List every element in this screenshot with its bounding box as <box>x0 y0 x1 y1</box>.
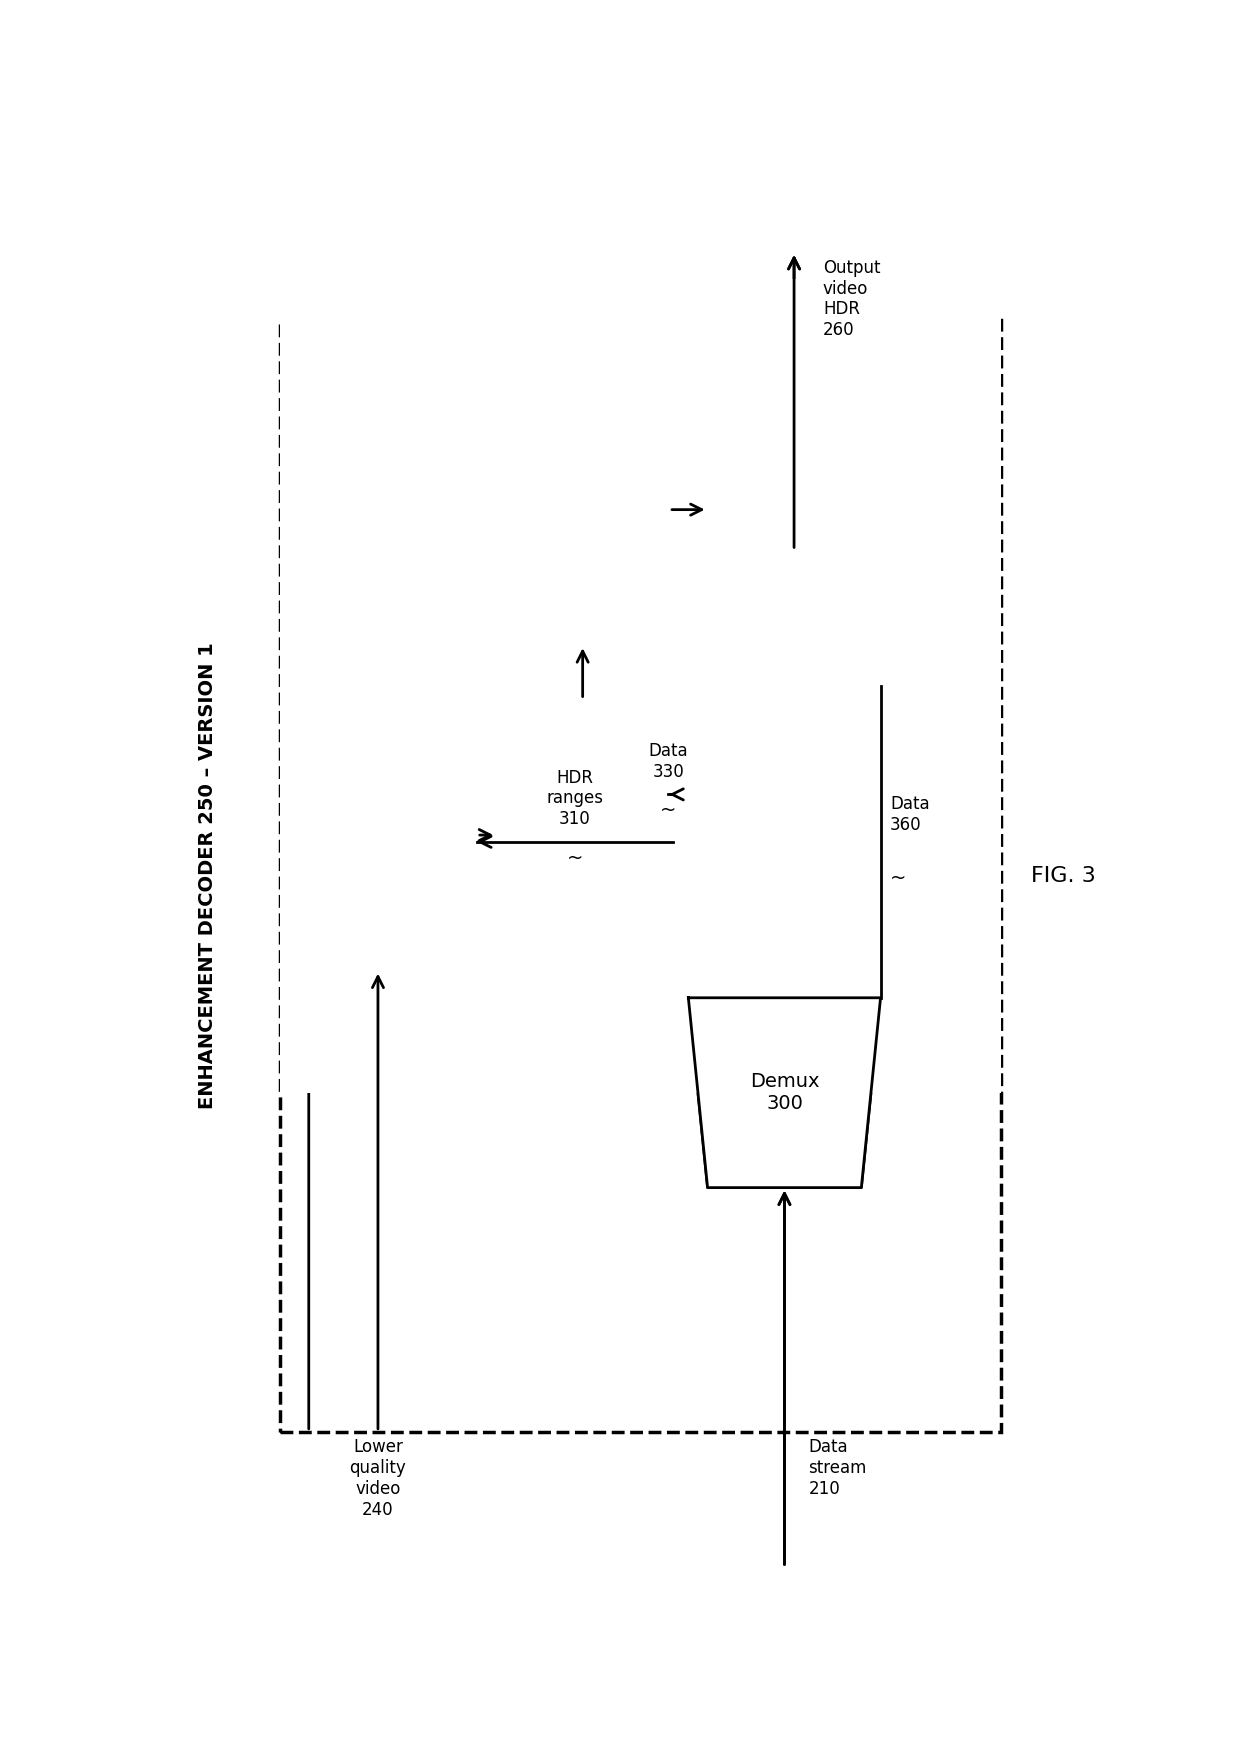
Text: Enhancer
340: Enhancer 340 <box>537 815 629 856</box>
Text: Enhancer
370: Enhancer 370 <box>748 666 839 706</box>
Text: HDR
adjustment
320: HDR adjustment 320 <box>335 803 445 866</box>
Text: Output
video
HDR
260: Output video HDR 260 <box>823 259 880 340</box>
Text: ~: ~ <box>660 801 677 821</box>
Text: Demux
300: Demux 300 <box>750 1072 820 1113</box>
Text: Data
360: Data 360 <box>890 796 930 835</box>
Text: Upsampler
350: Upsampler 350 <box>529 490 635 530</box>
Bar <box>496 699 670 970</box>
Text: Upsampler
350: Upsampler 350 <box>529 490 635 530</box>
Bar <box>304 699 477 970</box>
Bar <box>304 699 477 970</box>
Text: FIG. 3: FIG. 3 <box>1030 866 1095 886</box>
Text: ~: ~ <box>567 849 583 868</box>
Bar <box>496 373 670 645</box>
Bar <box>496 373 670 645</box>
Polygon shape <box>688 998 880 1187</box>
Polygon shape <box>688 998 880 1187</box>
Text: ~: ~ <box>890 868 906 888</box>
Text: Enhancer
370: Enhancer 370 <box>748 666 839 706</box>
Text: HDR
adjustment
320: HDR adjustment 320 <box>335 803 445 866</box>
Text: Enhancer
340: Enhancer 340 <box>537 815 629 856</box>
Text: Data
stream
210: Data stream 210 <box>808 1439 867 1499</box>
Text: ENHANCEMENT DECODER 250 – VERSION 1: ENHANCEMENT DECODER 250 – VERSION 1 <box>198 643 217 1109</box>
Text: HDR
ranges
310: HDR ranges 310 <box>547 770 603 828</box>
Bar <box>280 321 1001 1432</box>
Text: Demux
300: Demux 300 <box>750 1072 820 1113</box>
Text: Lower
quality
video
240: Lower quality video 240 <box>350 1439 407 1520</box>
Bar <box>708 549 880 821</box>
Text: Data
330: Data 330 <box>649 741 688 780</box>
Bar <box>708 549 880 821</box>
Bar <box>280 278 1001 1092</box>
Bar <box>496 699 670 970</box>
